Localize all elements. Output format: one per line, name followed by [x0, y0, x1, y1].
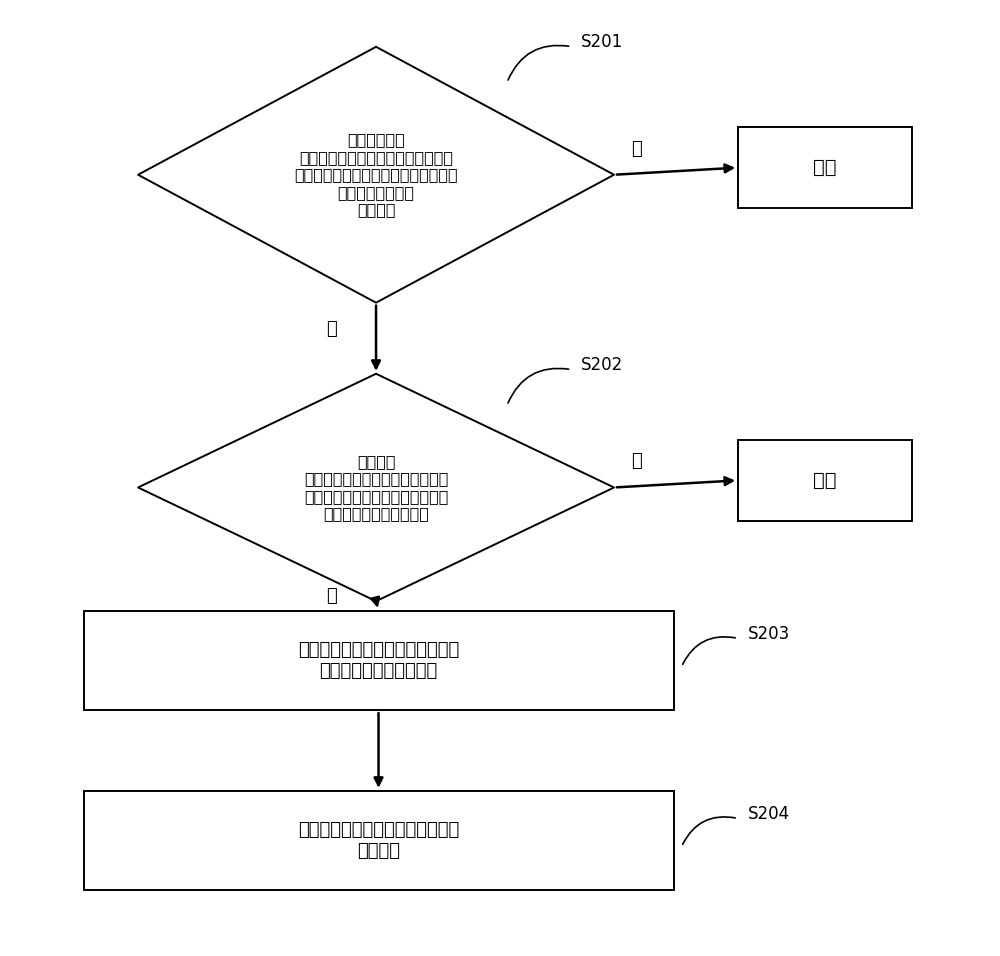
Text: 是: 是 — [326, 319, 337, 337]
Bar — [738, 440, 912, 521]
Text: 结束: 结束 — [813, 158, 837, 177]
Text: 否: 否 — [631, 452, 642, 470]
Bar — [84, 791, 674, 890]
Text: 是: 是 — [326, 587, 337, 605]
Bar — [84, 611, 674, 710]
Text: S202: S202 — [581, 356, 624, 374]
Text: 否: 否 — [631, 140, 642, 158]
Text: S203: S203 — [748, 624, 790, 642]
Text: 结束: 结束 — [813, 471, 837, 489]
Text: 在将第一预设
应用的第一默认音频输入设备切换到
第一音频输入设备后，判断是否检测到
新接入的第二音频
输入设备: 在将第一预设 应用的第一默认音频输入设备切换到 第一音频输入设备后，判断是否检测… — [294, 133, 458, 217]
Bar — [738, 127, 912, 207]
Text: S204: S204 — [748, 805, 790, 823]
Text: S201: S201 — [581, 33, 624, 51]
Text: 将所述第二默认音频输入设备切换
到所述第一音频输入设备: 将所述第二默认音频输入设备切换 到所述第一音频输入设备 — [298, 641, 459, 680]
Text: 向所述第二默认音频输入设备发送
控制信号: 向所述第二默认音频输入设备发送 控制信号 — [298, 821, 459, 859]
Text: 检测是否
接收到将第二预设应用的第二默认
音频输入设备切换到所述第二音频
输入设备的第二切换操作: 检测是否 接收到将第二预设应用的第二默认 音频输入设备切换到所述第二音频 输入设… — [304, 454, 448, 521]
